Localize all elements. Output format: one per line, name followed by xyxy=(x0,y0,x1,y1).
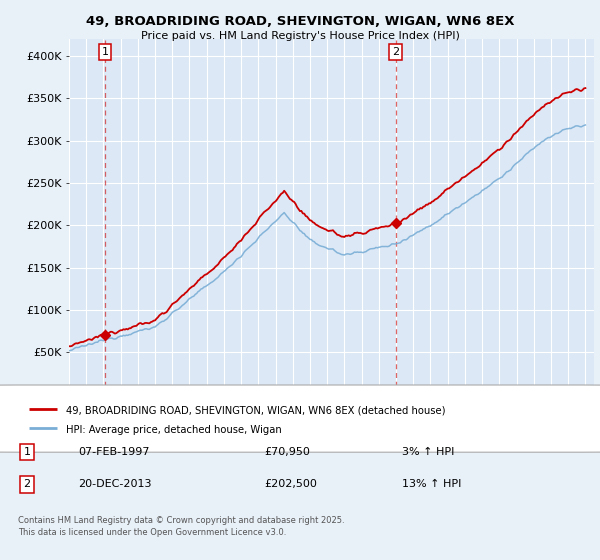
Text: 1: 1 xyxy=(23,447,31,457)
FancyBboxPatch shape xyxy=(0,385,600,452)
Text: 49, BROADRIDING ROAD, SHEVINGTON, WIGAN, WN6 8EX: 49, BROADRIDING ROAD, SHEVINGTON, WIGAN,… xyxy=(86,15,514,27)
Text: HPI: Average price, detached house, Wigan: HPI: Average price, detached house, Wiga… xyxy=(66,424,281,435)
Text: 2: 2 xyxy=(23,479,31,489)
Text: 13% ↑ HPI: 13% ↑ HPI xyxy=(402,479,461,489)
Text: 3% ↑ HPI: 3% ↑ HPI xyxy=(402,447,454,457)
Text: 20-DEC-2013: 20-DEC-2013 xyxy=(78,479,151,489)
Text: 1: 1 xyxy=(101,47,109,57)
Text: 49, BROADRIDING ROAD, SHEVINGTON, WIGAN, WN6 8EX (detached house): 49, BROADRIDING ROAD, SHEVINGTON, WIGAN,… xyxy=(66,405,445,415)
Text: 07-FEB-1997: 07-FEB-1997 xyxy=(78,447,149,457)
Text: £202,500: £202,500 xyxy=(264,479,317,489)
Text: Price paid vs. HM Land Registry's House Price Index (HPI): Price paid vs. HM Land Registry's House … xyxy=(140,31,460,41)
Text: £70,950: £70,950 xyxy=(264,447,310,457)
Text: Contains HM Land Registry data © Crown copyright and database right 2025.
This d: Contains HM Land Registry data © Crown c… xyxy=(18,516,344,537)
Text: 2: 2 xyxy=(392,47,399,57)
